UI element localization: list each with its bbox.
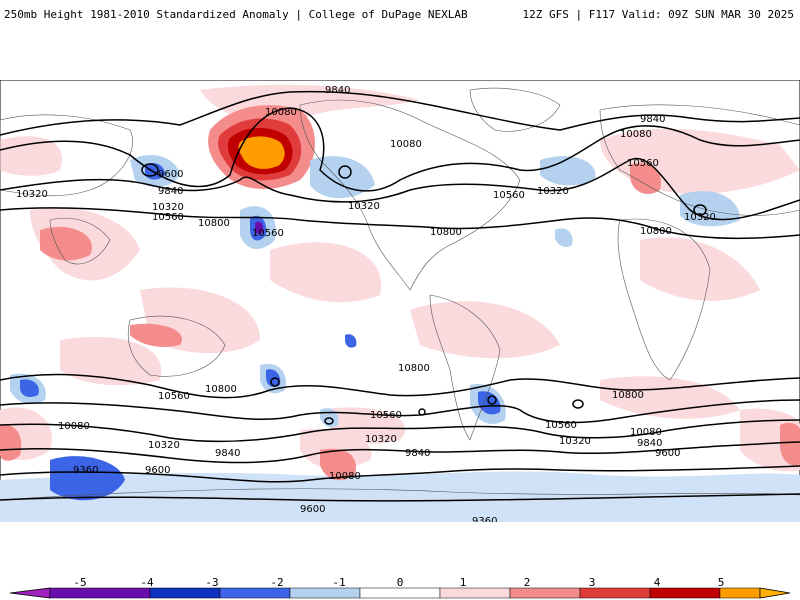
contour-label: 10080 bbox=[329, 471, 361, 482]
colorbar-tick: 3 bbox=[588, 576, 596, 589]
colorbar-tick: 1 bbox=[459, 576, 467, 589]
contour-label: 9360 bbox=[73, 465, 98, 476]
contour-label: 10320 bbox=[684, 212, 716, 223]
colorbar-tick: -3 bbox=[205, 576, 219, 589]
contour-label: 10320 bbox=[152, 202, 184, 213]
contour-label: 10080 bbox=[620, 129, 652, 140]
contour-label: 9840 bbox=[158, 186, 183, 197]
contour-label: 10320 bbox=[365, 434, 397, 445]
model-info: 12Z GFS | F117 Valid: 09Z SUN MAR 30 202… bbox=[522, 8, 794, 21]
contour-label: 9840 bbox=[637, 438, 662, 449]
contour-label: 9600 bbox=[145, 465, 170, 476]
contour-label: 9600 bbox=[655, 448, 680, 459]
contour-label: 10320 bbox=[348, 201, 380, 212]
colorbar-tick: -5 bbox=[73, 576, 87, 589]
colorbar-tick: -1 bbox=[332, 576, 346, 589]
contour-label: 10080 bbox=[390, 139, 422, 150]
map-title: 250mb Height 1981-2010 Standardized Anom… bbox=[4, 8, 468, 21]
coastlines bbox=[0, 87, 800, 501]
colorbar-tick: -4 bbox=[140, 576, 154, 589]
contour-label: 10560 bbox=[252, 228, 284, 239]
contour-label: 10080 bbox=[58, 421, 90, 432]
contour-label: 10800 bbox=[398, 363, 430, 374]
header: 250mb Height 1981-2010 Standardized Anom… bbox=[0, 0, 800, 40]
contour-label: 10320 bbox=[148, 440, 180, 451]
contour-label: 9600 bbox=[158, 169, 183, 180]
contour-label: 10560 bbox=[158, 391, 190, 402]
contour-label: 10080 bbox=[630, 427, 662, 438]
colorbar-tick: -2 bbox=[270, 576, 284, 589]
contour-label: 9840 bbox=[405, 448, 430, 459]
height-anomaly-map: 9840 10080 10080 9600 9840 10320 10320 1… bbox=[0, 80, 800, 522]
contour-label: 10080 bbox=[265, 107, 297, 118]
colorbar-tick: 4 bbox=[653, 576, 661, 589]
colorbar-tick: 5 bbox=[717, 576, 725, 589]
contour-label: 10560 bbox=[370, 410, 402, 421]
contour-label: 10800 bbox=[430, 227, 462, 238]
contour-label: 10800 bbox=[640, 226, 672, 237]
contour-label: 9360 bbox=[472, 516, 497, 522]
contour-label: 10800 bbox=[198, 218, 230, 229]
colorbar-tick: 2 bbox=[523, 576, 531, 589]
contour-label: 10560 bbox=[627, 158, 659, 169]
contour-label: 10320 bbox=[559, 436, 591, 447]
contour-label: 10800 bbox=[612, 390, 644, 401]
contour-label: 9840 bbox=[325, 85, 350, 96]
colorbar bbox=[9, 587, 791, 599]
contour-label: 10560 bbox=[493, 190, 525, 201]
height-contours bbox=[0, 90, 800, 502]
contour-label: 10800 bbox=[205, 384, 237, 395]
contour-label: 10560 bbox=[545, 420, 577, 431]
contour-label: 10560 bbox=[152, 212, 184, 223]
contour-label: 10320 bbox=[16, 189, 48, 200]
contour-label: 9840 bbox=[640, 114, 665, 125]
contour-label: 10320 bbox=[537, 186, 569, 197]
contour-labels: 9840 10080 10080 9600 9840 10320 10320 1… bbox=[16, 85, 716, 522]
contour-label: 9600 bbox=[300, 504, 325, 515]
colorbar-tick: 0 bbox=[396, 576, 404, 589]
contour-label: 9840 bbox=[215, 448, 240, 459]
